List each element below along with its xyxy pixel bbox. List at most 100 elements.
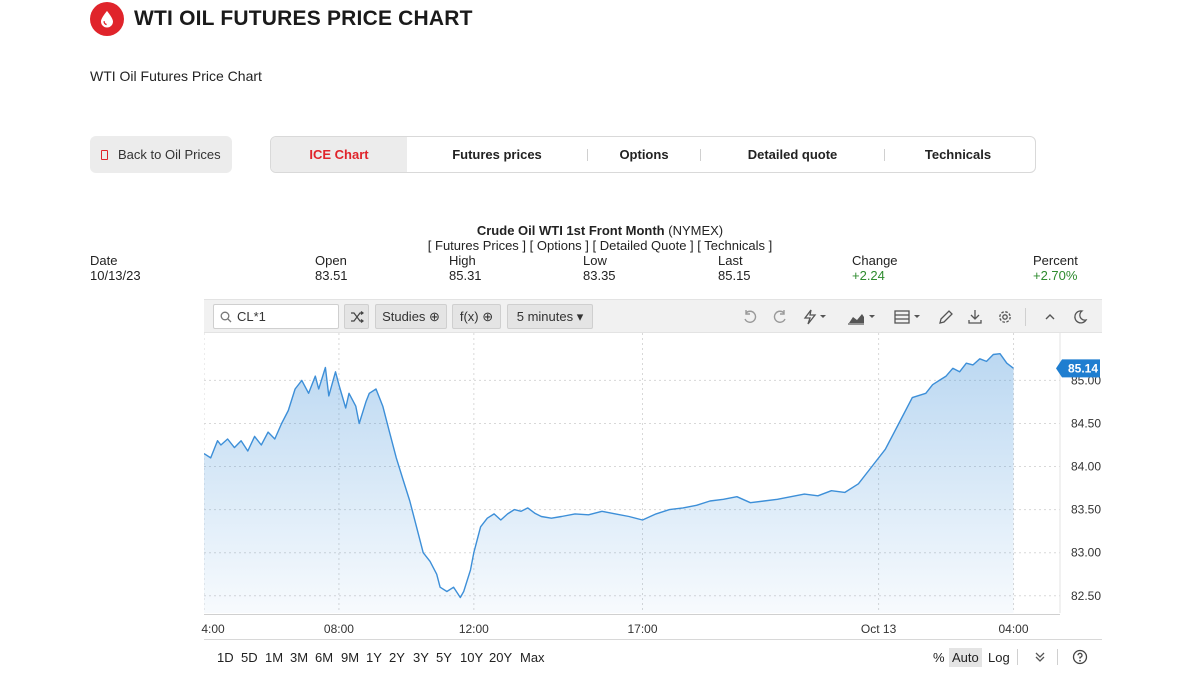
tab-ice-chart[interactable]: ICE Chart: [271, 137, 407, 172]
tab-technicals[interactable]: Technicals: [924, 147, 992, 162]
range-button-20y[interactable]: 20Y: [489, 650, 513, 665]
quote-percent: Percent +2.70%: [1033, 253, 1078, 283]
tab-divider: [700, 148, 701, 161]
range-selector-bar: % Auto Log 1D 5D 1M 3M 6M 9M 1Y 2Y 3Y 5Y 10Y 20Y Max: [204, 644, 1102, 670]
range-button-1y[interactable]: 1Y: [366, 650, 382, 665]
y-tick-label: 83.00: [1071, 546, 1101, 560]
range-button-1m[interactable]: 1M: [265, 650, 284, 665]
toolbar-divider: [1025, 308, 1026, 326]
quote-percent-label: Percent: [1033, 253, 1078, 268]
dark-mode-moon-icon[interactable]: [1071, 308, 1089, 326]
chart-toolbar: Studies ⊕ f(x) ⊕ 5 minutes ▾: [204, 299, 1102, 333]
download-icon[interactable]: [966, 308, 984, 326]
quote-last: Last 85.15: [718, 253, 751, 283]
quote-date-label: Date: [90, 253, 118, 268]
chart-title-exchange: (NYMEX): [664, 223, 724, 238]
quote-open-value: 83.51: [315, 268, 348, 283]
range-button-10y[interactable]: 10Y: [460, 650, 484, 665]
tab-options[interactable]: Options: [619, 147, 669, 162]
layout-icon[interactable]: [892, 308, 926, 326]
percent-scale-button[interactable]: %: [933, 650, 945, 665]
quote-change: Change +2.24: [852, 253, 898, 283]
symbol-input[interactable]: [237, 309, 333, 324]
x-axis: 4:00 08:00 12:00 17:00 Oct 13 04:00: [201, 614, 1102, 640]
events-icon[interactable]: [801, 308, 831, 326]
page-header: WTI OIL FUTURES PRICE CHART: [90, 2, 473, 36]
chart-links[interactable]: [ Futures Prices ] [ Options ] [ Detaile…: [427, 238, 773, 253]
x-tick-label: 04:00: [998, 622, 1029, 636]
tab-futures-prices[interactable]: Futures prices: [452, 147, 542, 162]
quote-high-value: 85.31: [449, 268, 482, 283]
auto-scale-button[interactable]: Auto: [949, 648, 982, 667]
search-icon: [220, 311, 232, 322]
chart-type-icon[interactable]: [846, 308, 880, 326]
quote-high: High 85.31: [449, 253, 482, 283]
chart-title: Crude Oil WTI 1st Front Month (NYMEX): [0, 223, 1200, 238]
chart-tabs: ICE Chart Futures prices Options Detaile…: [270, 136, 1036, 173]
page-subtitle: WTI Oil Futures Price Chart: [90, 68, 262, 84]
undo-icon[interactable]: [741, 308, 759, 326]
price-line: [204, 353, 1014, 599]
x-tick-label: 08:00: [323, 622, 354, 636]
shuffle-icon: [350, 310, 364, 323]
studies-button[interactable]: Studies ⊕: [375, 304, 447, 329]
x-tick-label: 4:00: [201, 622, 225, 636]
range-button-3y[interactable]: 3Y: [413, 650, 429, 665]
tab-detailed-quote[interactable]: Detailed quote: [747, 147, 838, 162]
expand-down-icon[interactable]: [1033, 650, 1047, 667]
quote-low-label: Low: [583, 253, 607, 268]
back-button-label: Back to Oil Prices: [118, 147, 221, 162]
quote-date: Date 10/13/23: [90, 253, 141, 283]
x-axis-line: [204, 614, 1060, 615]
chart-title-name: Crude Oil WTI 1st Front Month: [476, 223, 665, 238]
x-tick-label: Oct 13: [860, 622, 897, 636]
tab-divider: [587, 148, 588, 161]
functions-button[interactable]: f(x) ⊕: [452, 304, 501, 329]
page-title: WTI OIL FUTURES PRICE CHART: [134, 7, 473, 30]
draw-pencil-icon[interactable]: [937, 308, 955, 326]
oil-drop-icon: [90, 2, 124, 36]
range-button-2y[interactable]: 2Y: [389, 650, 405, 665]
y-tick-label: 84.00: [1071, 460, 1101, 474]
range-button-5y[interactable]: 5Y: [436, 650, 452, 665]
settings-gear-icon[interactable]: [996, 308, 1014, 326]
range-button-3m[interactable]: 3M: [290, 650, 309, 665]
last-price-tag: [1056, 359, 1100, 378]
log-scale-button[interactable]: Log: [988, 650, 1010, 665]
collapse-up-icon[interactable]: [1041, 308, 1059, 326]
bottom-divider: [1017, 649, 1018, 665]
interval-select[interactable]: 5 minutes ▾: [507, 304, 593, 329]
x-tick-label: 12:00: [458, 622, 489, 636]
quote-percent-value: +2.70%: [1033, 268, 1078, 283]
range-button-1d[interactable]: 1D: [217, 650, 234, 665]
x-tick-label: 17:00: [627, 622, 658, 636]
redo-icon[interactable]: [771, 308, 789, 326]
y-tick-label: 84.50: [1071, 416, 1101, 430]
quote-last-value: 85.15: [718, 268, 751, 283]
help-icon[interactable]: [1072, 649, 1088, 668]
last-price-label: 85.14: [1068, 361, 1098, 375]
quote-low-value: 83.35: [583, 268, 616, 283]
back-icon: [101, 149, 108, 160]
range-button-6m[interactable]: 6M: [315, 650, 334, 665]
back-to-oil-prices-button[interactable]: Back to Oil Prices: [90, 136, 232, 173]
quote-open-label: Open: [315, 253, 347, 268]
quote-last-label: Last: [718, 253, 743, 268]
compare-button[interactable]: [344, 304, 369, 329]
tab-divider: [884, 148, 885, 161]
symbol-search: [213, 304, 339, 329]
bottom-divider: [1057, 649, 1058, 665]
range-button-5d[interactable]: 5D: [241, 650, 258, 665]
y-tick-label: 82.50: [1071, 589, 1101, 603]
y-tick-label: 83.50: [1071, 503, 1101, 517]
quote-change-label: Change: [852, 253, 898, 268]
quote-high-label: High: [449, 253, 476, 268]
range-button-9m[interactable]: 9M: [341, 650, 360, 665]
quote-low: Low 83.35: [583, 253, 616, 283]
quote-open: Open 83.51: [315, 253, 348, 283]
range-button-max[interactable]: Max: [520, 650, 545, 665]
quote-date-value: 10/13/23: [90, 268, 141, 283]
price-area-fill: [204, 353, 1014, 613]
quote-change-value: +2.24: [852, 268, 885, 283]
